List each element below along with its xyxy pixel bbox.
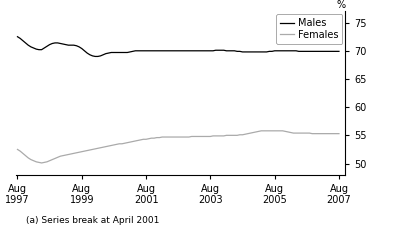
Females xyxy=(337,132,341,135)
Females xyxy=(259,129,264,132)
Line: Females: Females xyxy=(17,131,339,163)
Text: %: % xyxy=(336,0,345,10)
Line: Males: Males xyxy=(17,37,339,57)
Males xyxy=(219,49,224,52)
Text: (a) Series break at April 2001: (a) Series break at April 2001 xyxy=(26,216,159,225)
Males xyxy=(318,50,323,53)
Females xyxy=(154,136,159,139)
Females xyxy=(15,148,20,151)
Females xyxy=(320,132,325,135)
Legend: Males, Females: Males, Females xyxy=(276,14,343,44)
Males xyxy=(154,49,159,52)
Females xyxy=(219,135,224,137)
Males xyxy=(15,35,20,38)
Males xyxy=(47,43,52,46)
Males xyxy=(93,55,98,58)
Females xyxy=(39,162,44,164)
Females xyxy=(235,134,239,137)
Males xyxy=(90,54,95,57)
Males xyxy=(235,50,239,53)
Males xyxy=(337,50,341,53)
Females xyxy=(93,148,98,150)
Females xyxy=(50,158,55,161)
